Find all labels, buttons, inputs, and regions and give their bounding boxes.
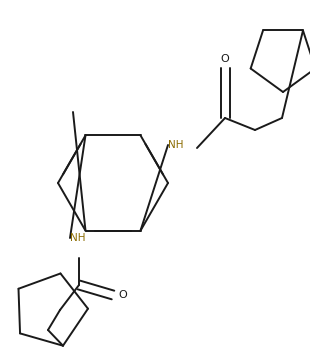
Text: NH: NH xyxy=(168,140,184,150)
Text: NH: NH xyxy=(70,233,86,243)
Text: O: O xyxy=(221,54,229,64)
Text: O: O xyxy=(118,290,127,300)
